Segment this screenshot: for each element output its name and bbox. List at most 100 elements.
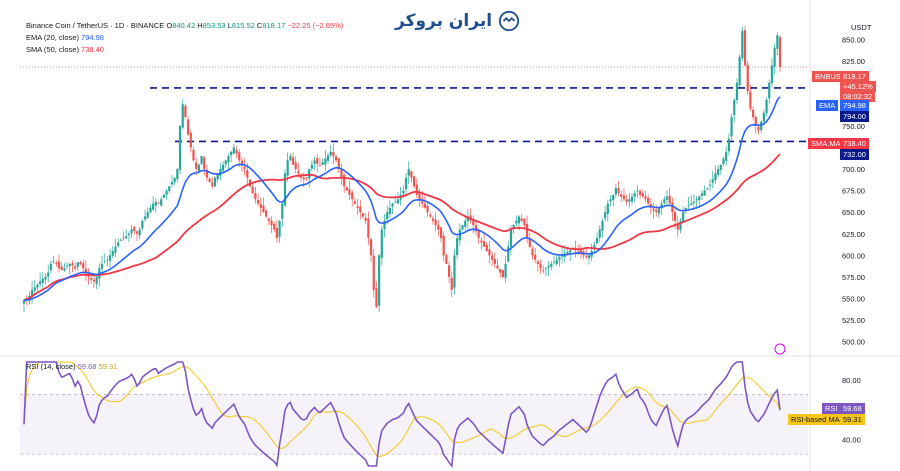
candle-body [598,229,601,238]
candle-body [665,196,669,200]
candle-body [52,261,55,263]
rsi-price-label: 59.68 [840,403,865,414]
candle-body [620,194,623,197]
candle-body [82,263,85,269]
candle-body [652,208,655,211]
candle-body [555,259,558,265]
candle-body [520,218,523,221]
candle-body [593,244,596,250]
candle-body [501,270,504,277]
candle-body [39,281,42,285]
candle-body [708,184,712,186]
candle-body [706,188,709,189]
candle-body [464,220,467,227]
candle-body [127,233,131,235]
candle-body [213,177,217,187]
candle-body [421,198,424,204]
candle-body [730,117,733,137]
candle-body [638,191,642,195]
candle-body [143,216,147,220]
candle-body [133,227,136,232]
candle-body [90,277,93,280]
rsi-ma-price-label: 59.31 [840,414,865,425]
candle-body [601,220,604,231]
candle-body [410,171,413,178]
candle-body [286,160,289,176]
rsi-legend: RSI (14, close) 59.68 59.31 [26,362,118,371]
candle-body [663,199,666,203]
candle-body [738,56,741,86]
candle-body [539,263,542,269]
candle-body [447,265,451,277]
candle-body [256,199,260,204]
candle-body [770,65,774,84]
candle-body [488,249,491,256]
candle-body [184,106,187,118]
candle-body [714,173,717,181]
candle-body [595,238,599,244]
candle-body [711,179,714,183]
candle-body [604,212,607,219]
candle-body [644,196,647,200]
candle-body [187,119,190,135]
candle-body [485,244,488,252]
candle-body [703,190,706,196]
candle-body [351,192,354,200]
candle-body [345,187,348,191]
sma-price-label: 738.40 [840,138,869,149]
candle-body [630,196,634,202]
candle-body [380,229,383,258]
candle-body [523,218,526,226]
candle-body [300,175,303,178]
candle-body [173,177,176,183]
candle-body [547,265,550,268]
candle-body [647,198,650,204]
candle-body [95,276,98,284]
candle-body [111,251,114,256]
candle-body [515,220,518,224]
ema-price-label: 794.98 [840,100,869,111]
candle-body [267,218,270,221]
candle-body [450,277,453,290]
symbol-tag: BNBUSDT [812,71,854,82]
candle-body [466,216,470,222]
candle-body [636,190,639,192]
candle-body [114,246,117,253]
candle-body [197,164,200,172]
candle-body [297,171,300,174]
candle-body [388,207,391,215]
candle-body [178,125,182,171]
candle-body [176,169,179,180]
candle-body [313,160,316,164]
candle-body [378,255,381,306]
candle-body [291,157,295,165]
candle-body [200,156,203,165]
candle-body [569,250,572,253]
candle-body [275,227,278,239]
candle-body [208,178,211,182]
candle-body [773,48,776,67]
candle-body [60,266,63,271]
candle-body [375,288,378,308]
candle-body [294,162,297,170]
price-tick-label: 500.00 [842,338,865,347]
candle-body [340,169,343,178]
candle-body [526,223,529,239]
candle-body [698,196,701,201]
candle-body [426,205,429,213]
candle-body [609,199,612,202]
candle-body [453,255,456,288]
candle-body [232,147,235,154]
candle-body [356,206,359,208]
candle-body [334,156,338,161]
handshake-icon [498,10,520,32]
countdown-label: 08:02:32 [840,91,876,102]
candle-body [246,170,249,178]
ema-20-line [23,96,781,301]
candle-body [22,300,26,304]
candle-body [439,227,443,239]
price-tick-label: 825.00 [842,57,865,66]
candle-body [765,99,768,114]
candle-body [684,207,687,211]
